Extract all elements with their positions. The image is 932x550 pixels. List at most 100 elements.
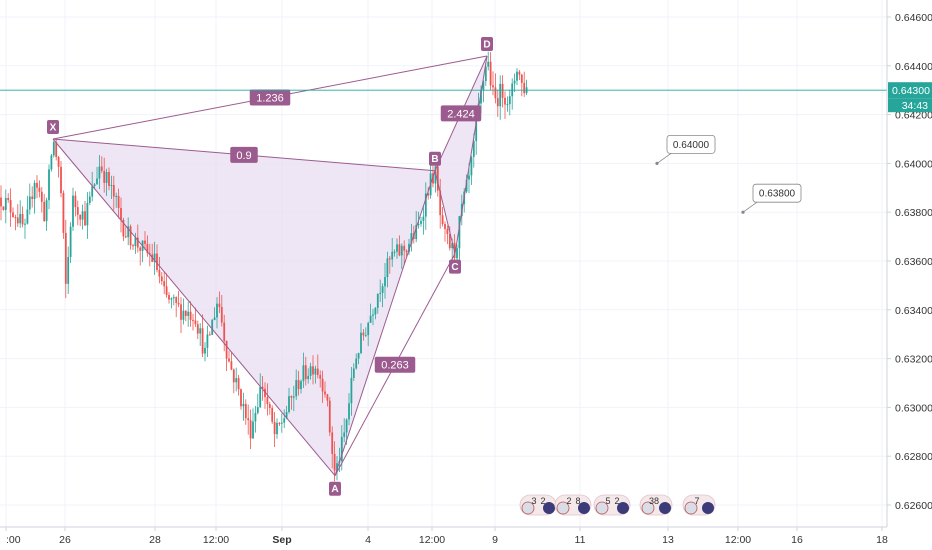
candle-body [244,403,247,419]
candle-body [14,217,17,219]
event-count: 38 [649,496,659,506]
ratio-label: 0.9 [236,150,251,162]
candle-body [216,303,218,318]
candle-body [388,258,391,260]
candle-body [468,175,470,180]
candle-body [444,224,446,229]
flag-icon [521,501,535,515]
candle-body [422,216,425,221]
price-axis: 0.64600 0.64400 0.64200 0.64000 0.63800 0.636… [886,0,932,527]
candle-body [280,422,283,424]
flag-icon [543,502,555,514]
callout-pointer [742,201,758,213]
candle-body [9,200,12,213]
ratio-label: 1.236 [256,93,284,105]
candle-body [7,198,10,201]
point-label-X: X [50,123,57,134]
price-tick-label: 0.64400 [895,61,932,73]
current-price-label: 0.64300 [892,85,930,97]
ratio-label: 0.263 [381,360,409,372]
candle-body [283,418,286,423]
price-tick-label: 0.62800 [895,451,932,463]
candle-body [439,190,442,216]
candle-body [158,269,161,277]
flag-icon [578,502,590,514]
candle-body [292,396,295,398]
pattern-lines: X A B C D 1.236 0.9 2.424 0.263 [47,37,493,496]
price-callouts: 0.64000 0.63800 [655,134,802,214]
point-badge [429,151,441,166]
candle-body [225,340,228,359]
candle-body [146,243,149,254]
candle-body [520,74,523,83]
candle-body [21,213,24,225]
ratio-badge [249,89,291,106]
callout-box [666,134,716,154]
candle-body [489,61,492,86]
candle-body [208,334,211,336]
point-label-D: D [483,40,490,51]
candle-body [72,195,74,227]
time-tick-label: 12:00 [725,534,751,546]
flag-icon [595,501,609,515]
candle-body [151,254,154,262]
candle-body [480,90,482,104]
candle-body [312,366,314,375]
price-tick-label: 0.64600 [895,12,932,24]
candle-body [175,297,178,303]
candle-body [424,193,427,217]
candle-body [484,66,487,82]
candle-body [96,178,98,185]
candle-body [28,196,31,210]
candle-body [456,248,458,259]
candle-body [134,237,137,247]
candle-body [213,317,216,320]
candle-body [19,213,22,224]
candle-body [69,226,72,257]
candle-body [288,396,290,412]
candle-body [256,407,259,413]
candle-body [242,403,245,407]
flag-icon [641,501,655,515]
candle-body [295,380,298,397]
candle-body [348,403,350,420]
candle-body [64,232,67,284]
candle-body [36,182,38,188]
time-axis: :00 26 28 12:00 Sep 4 12:00 9 11 13 12:00 16 18 [0,526,888,546]
candle-body [266,397,269,405]
candle-body [326,394,329,401]
candle-body [110,184,113,186]
candle-body [74,195,77,208]
candle-body [249,420,252,439]
candle-body [302,365,305,382]
candle-body [285,411,288,419]
candle-body [393,251,396,253]
event-count: 5 [605,496,610,506]
candle-body [93,184,96,187]
candle-body [204,347,206,354]
candle-body [180,304,182,320]
time-tick-label: 28 [149,534,161,546]
point-label-A: A [331,484,338,495]
candle-body [321,378,324,392]
candle-body [33,182,36,200]
candle-body [355,358,358,369]
price-tick-label: 0.63200 [895,354,932,366]
current-price-tag [888,82,932,99]
candle-body [523,82,526,94]
candle-body [136,237,139,248]
candle-body [396,244,398,252]
candle-body [124,236,127,238]
candle-body [201,328,204,354]
candle-body [268,404,271,408]
countdown-tag [888,98,932,113]
candle-body [379,292,382,294]
candle-body [206,334,209,348]
price-tick-label: 0.64000 [895,158,932,170]
candle-body [81,211,84,220]
candle-body [448,233,451,249]
event-count: 3 [531,496,536,506]
candle-body [415,225,418,240]
candle-body [465,179,468,192]
